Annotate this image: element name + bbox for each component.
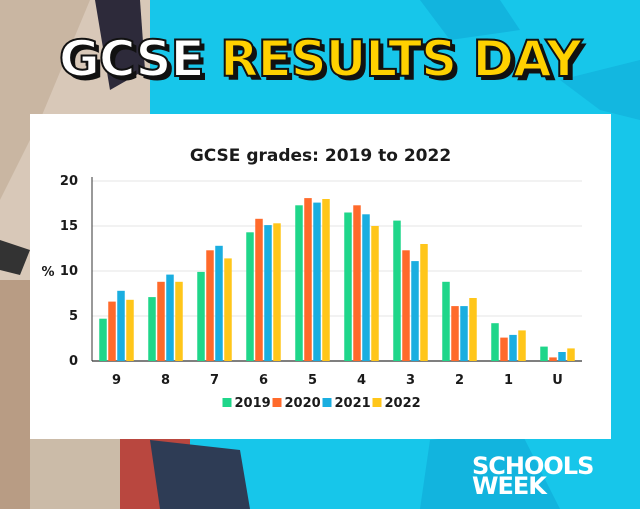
bar-2021-grade-6	[264, 225, 272, 361]
bar-2021-grade-1	[509, 334, 517, 361]
y-axis-label: %	[41, 265, 54, 280]
bar-2021-grade-3	[411, 261, 419, 361]
bar-2021-grade-8	[166, 274, 174, 361]
chart-card: GCSE grades: 2019 to 2022 0 5 10 15 20% 9 8 7 6 5…	[30, 114, 611, 439]
legend-label-2020: 2020	[285, 396, 321, 411]
bar-2022-grade-1	[518, 330, 526, 361]
bar-2020-grade-1	[500, 337, 508, 361]
chart-title: GCSE grades: 2019 to 2022	[189, 146, 452, 166]
bar-2019-grade-U	[540, 346, 548, 361]
bar-chart: 0 5 10 15 20% 9 8 7 6 5 4 3 2 1 U 2019 2020 2021 2022	[41, 174, 582, 411]
bar-2022-grade-6	[273, 223, 281, 361]
legend-swatch-2019	[222, 398, 232, 407]
bar-2022-grade-2	[469, 298, 477, 361]
y-tick-label: 20	[60, 174, 78, 189]
bar-2021-grade-U	[558, 352, 566, 361]
headline-word-gcse: GCSE	[58, 30, 206, 88]
legend-label-2019: 2019	[235, 396, 271, 411]
bar-2022-grade-5	[322, 199, 330, 361]
bar-2021-grade-4	[362, 214, 370, 361]
bar-2022-grade-7	[224, 258, 232, 361]
bar-2022-grade-4	[371, 226, 379, 361]
bar-2020-grade-8	[157, 281, 165, 361]
bar-2020-grade-7	[206, 250, 214, 361]
logo-line-1: SCHOOLS	[472, 452, 594, 480]
logo-line-2: WEEK	[472, 472, 547, 500]
bar-2019-grade-9	[99, 318, 107, 361]
bar-2021-grade-9	[117, 290, 125, 361]
headline: GCSE RESULTS DAY	[0, 33, 640, 85]
bar-2022-grade-3	[420, 244, 428, 361]
x-tick-label: 8	[161, 373, 170, 388]
x-tick-label: 2	[455, 373, 464, 388]
bar-2020-grade-5	[304, 198, 312, 361]
bar-2019-grade-7	[197, 271, 205, 361]
x-tick-label: 3	[406, 373, 415, 388]
headline-results-day: RESULTS DAY	[219, 30, 583, 88]
bar-2021-grade-5	[313, 202, 321, 361]
x-tick-label: 5	[308, 373, 317, 388]
legend-swatch-2021	[322, 398, 332, 407]
bar-2022-grade-9	[126, 299, 134, 361]
bar-2019-grade-1	[491, 323, 499, 361]
x-tick-label: 9	[112, 373, 121, 388]
x-tick-label: U	[552, 373, 563, 388]
bar-2019-grade-8	[148, 297, 156, 361]
schools-week-logo: SCHOOLS WEEK	[472, 452, 594, 500]
y-tick-label: 10	[60, 264, 78, 279]
legend-swatch-2022	[372, 398, 382, 407]
legend-swatch-2020	[272, 398, 282, 407]
bar-2019-grade-4	[344, 212, 352, 361]
bar-2020-grade-9	[108, 301, 116, 361]
x-tick-label: 6	[259, 373, 268, 388]
x-tick-label: 7	[210, 373, 219, 388]
bar-2019-grade-6	[246, 232, 254, 361]
bar-2021-grade-2	[460, 306, 468, 361]
x-tick-label: 1	[504, 373, 513, 388]
bar-2019-grade-5	[295, 205, 303, 361]
bar-2019-grade-2	[442, 281, 450, 361]
bar-2020-grade-U	[549, 357, 557, 361]
bar-2022-grade-8	[175, 281, 183, 361]
x-tick-label: 4	[357, 373, 366, 388]
y-tick-label: 0	[69, 354, 78, 369]
legend-label-2022: 2022	[385, 396, 421, 411]
bar-2020-grade-2	[451, 306, 459, 361]
bar-2020-grade-4	[353, 205, 361, 361]
bar-2021-grade-7	[215, 245, 223, 361]
bar-2020-grade-6	[255, 218, 263, 361]
y-tick-label: 15	[60, 219, 78, 234]
y-tick-label: 5	[69, 309, 78, 324]
legend-label-2021: 2021	[335, 396, 371, 411]
bar-2022-grade-U	[567, 348, 575, 361]
bar-2019-grade-3	[393, 220, 401, 361]
bar-2020-grade-3	[402, 250, 410, 361]
